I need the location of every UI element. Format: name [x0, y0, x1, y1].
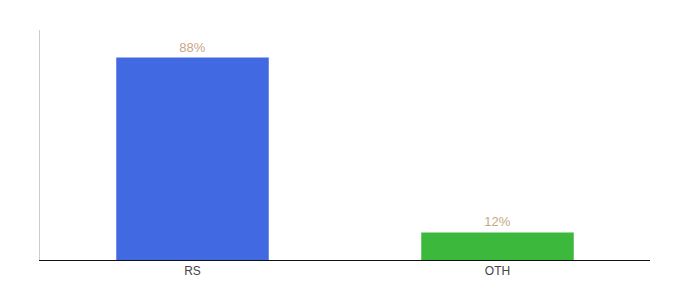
svg-text:12%: 12%	[484, 214, 510, 229]
svg-text:RS: RS	[184, 264, 201, 278]
svg-text:88%: 88%	[179, 40, 205, 55]
svg-text:OTH: OTH	[485, 264, 510, 278]
